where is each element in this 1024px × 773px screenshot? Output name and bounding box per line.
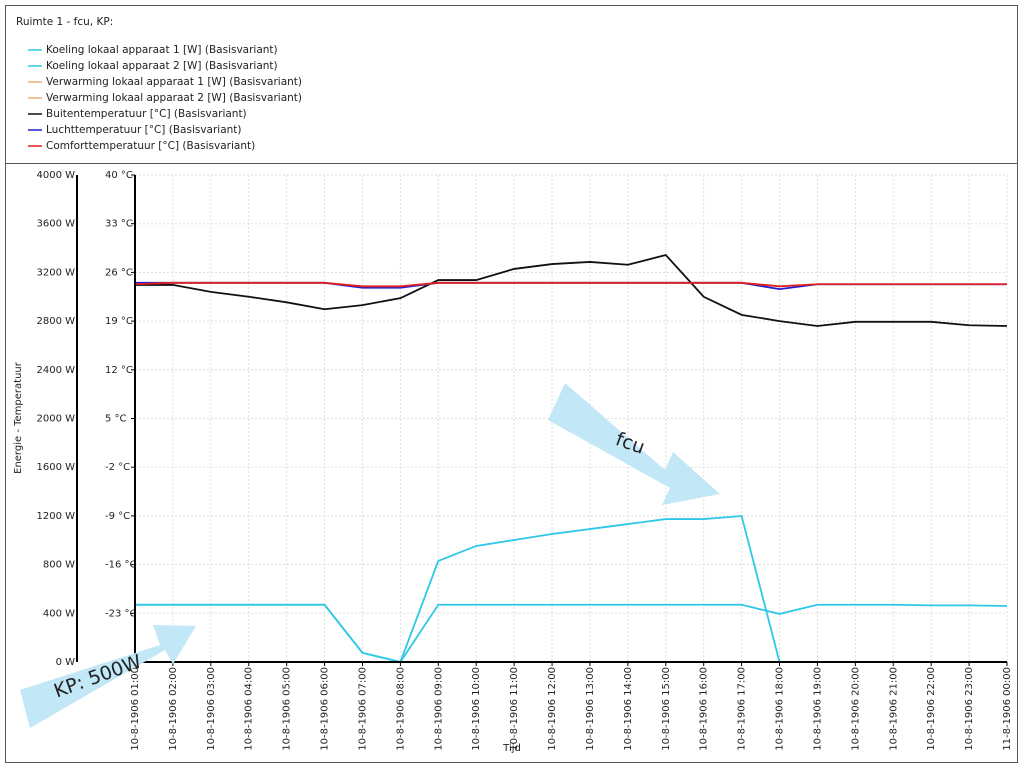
y2-tick-label: -16 °C	[105, 560, 137, 571]
y2-tick-label: 26 °C	[105, 267, 133, 278]
x-tick-label: 10-8-1906 04:00	[244, 667, 255, 751]
y2-tick-label: -23 °C	[105, 608, 137, 619]
y-tick-label: 4000 W	[36, 170, 75, 181]
legend-label: Verwarming lokaal apparaat 2 [W] (Basisv…	[46, 92, 302, 104]
y-tick-label: 0 W	[56, 657, 76, 668]
y-tick-label: 2400 W	[36, 365, 75, 376]
x-tick-label: 10-8-1906 20:00	[850, 667, 861, 751]
x-tick-label: 10-8-1906 07:00	[357, 667, 368, 751]
y-tick-label: 1600 W	[36, 462, 75, 473]
x-tick-label: 10-8-1906 12:00	[547, 667, 558, 751]
y2-tick-label: 40 °C	[105, 170, 133, 181]
x-tick-label: 10-8-1906 23:00	[964, 667, 975, 751]
legend-label: Verwarming lokaal apparaat 1 [W] (Basisv…	[46, 76, 302, 88]
y-axis-label: Energie - Temperatuur	[13, 361, 24, 474]
series-line	[134, 281, 1007, 288]
arrow	[20, 625, 196, 728]
chart-title: Ruimte 1 - fcu, KP:	[16, 16, 113, 28]
y-tick-label: 3200 W	[36, 267, 75, 278]
x-tick-label: 10-8-1906 14:00	[623, 667, 634, 751]
x-tick-label: 10-8-1906 06:00	[320, 667, 331, 751]
x-tick-label: 10-8-1906 02:00	[168, 667, 179, 751]
x-tick-label: 10-8-1906 16:00	[699, 667, 710, 751]
x-tick-label: 10-8-1906 03:00	[206, 667, 217, 751]
y2-tick-label: 5 °C	[105, 414, 127, 425]
x-tick-label: 10-8-1906 11:00	[509, 667, 520, 751]
x-tick-label: 10-8-1906 18:00	[775, 667, 786, 751]
x-axis-label: Tijd	[502, 743, 521, 754]
y2-tick-label: -2 °C	[105, 462, 130, 473]
x-tick-label: 10-8-1906 19:00	[812, 667, 823, 751]
y2-tick-label: 12 °C	[105, 365, 133, 376]
x-tick-label: 10-8-1906 17:00	[737, 667, 748, 751]
x-tick-label: 10-8-1906 22:00	[926, 667, 937, 751]
x-tick-label: 10-8-1906 09:00	[433, 667, 444, 751]
series-line	[135, 515, 1007, 664]
series-line	[135, 254, 1008, 327]
y2-tick-label: 19 °C	[105, 316, 133, 327]
y-tick-label: 800 W	[43, 560, 75, 571]
y-tick-label: 2000 W	[36, 414, 75, 425]
x-tick-label: 10-8-1906 15:00	[661, 667, 672, 751]
x-tick-label: 10-8-1906 08:00	[395, 667, 406, 751]
legend-label: Koeling lokaal apparaat 2 [W] (Basisvari…	[46, 60, 278, 72]
x-tick-label: 10-8-1906 05:00	[282, 667, 293, 751]
y2-tick-label: -9 °C	[105, 511, 130, 522]
y-tick-label: 3600 W	[36, 219, 75, 230]
y-tick-label: 1200 W	[36, 511, 75, 522]
x-tick-label: 10-8-1906 13:00	[585, 667, 596, 751]
legend-label: Luchttemperatuur [°C] (Basisvariant)	[46, 124, 242, 136]
legend-label: Koeling lokaal apparaat 1 [W] (Basisvari…	[46, 44, 278, 56]
y2-tick-label: 33 °C	[105, 219, 133, 230]
x-tick-label: 11-8-1906 00:00	[1002, 667, 1013, 751]
legend-label: Buitentemperatuur [°C] (Basisvariant)	[46, 108, 247, 120]
x-tick-label: 10-8-1906 21:00	[888, 667, 899, 751]
arrow	[548, 383, 720, 505]
y-tick-label: 2800 W	[36, 316, 75, 327]
y-tick-label: 400 W	[43, 608, 75, 619]
x-tick-label: 10-8-1906 10:00	[471, 667, 482, 751]
x-tick-label: 10-8-1906 01:00	[130, 667, 141, 751]
frame	[5, 5, 1018, 763]
legend-label: Comforttemperatuur [°C] (Basisvariant)	[46, 140, 255, 152]
